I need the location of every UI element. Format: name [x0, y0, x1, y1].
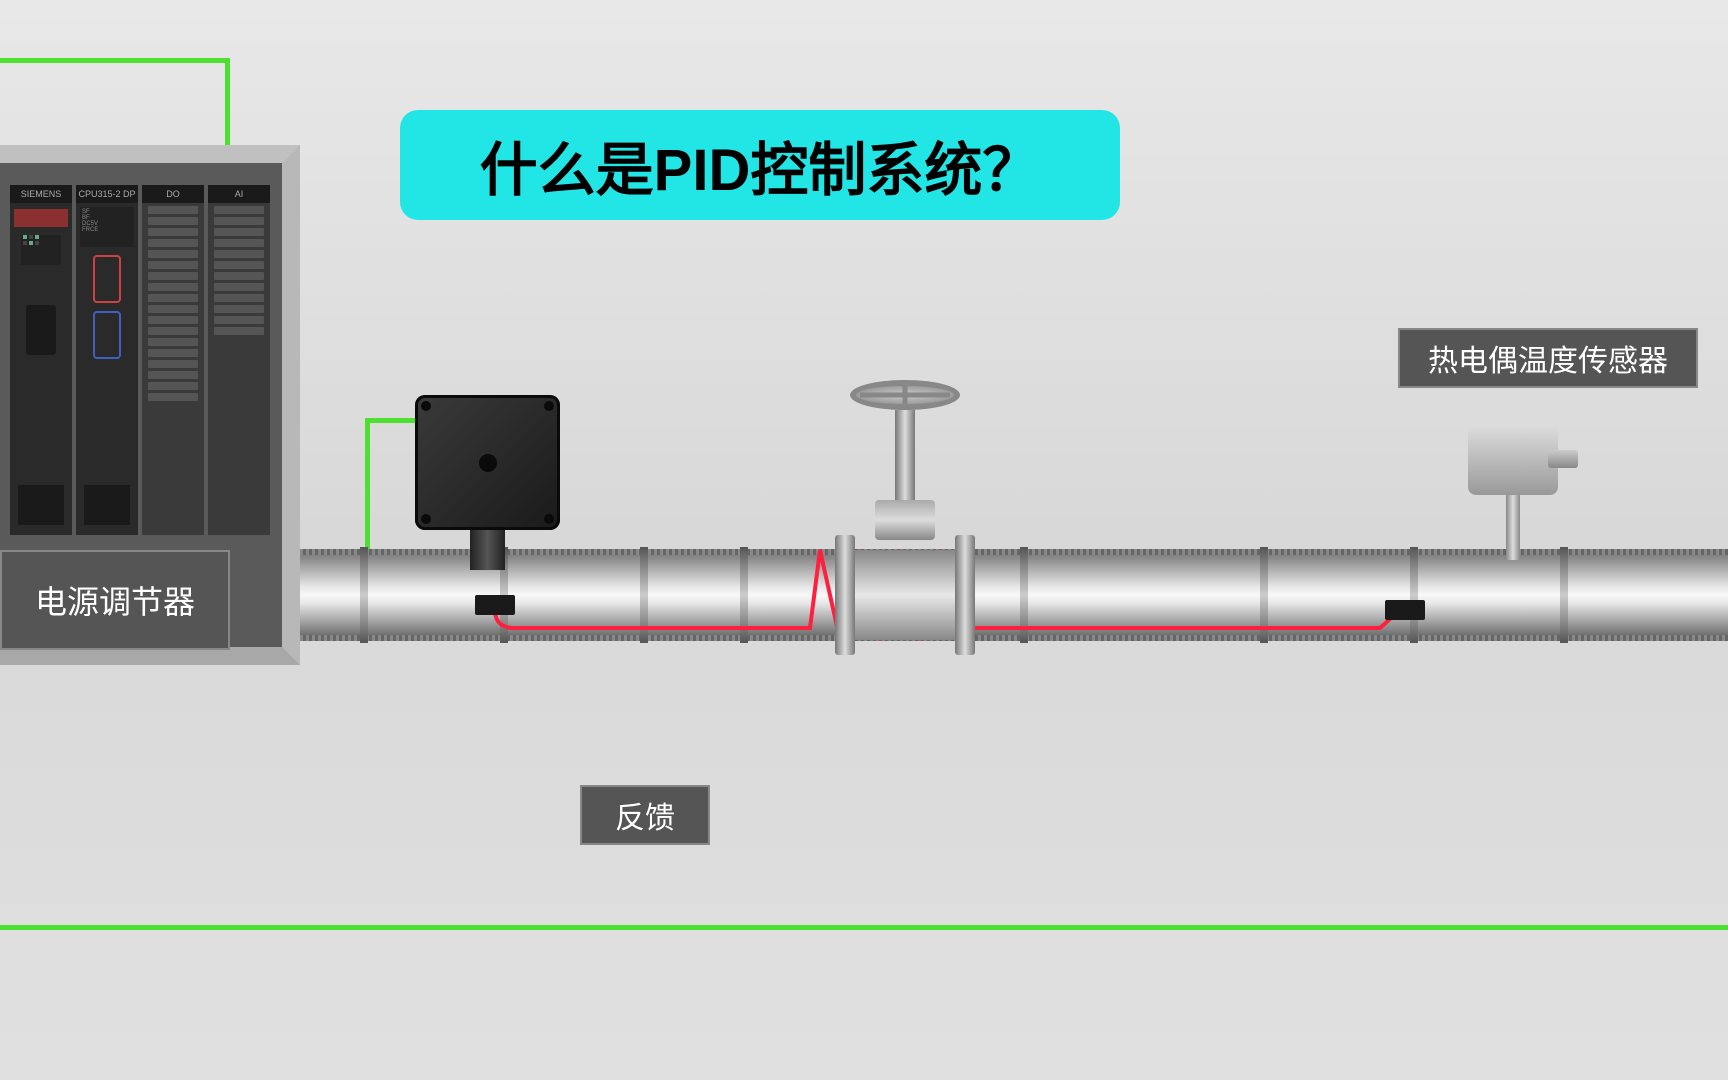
wire-top-horizontal [0, 58, 230, 63]
wire-top-vertical [225, 60, 230, 148]
plc-vent [18, 485, 64, 525]
pipe-joint [1260, 547, 1268, 643]
feedback-text: 反馈 [615, 793, 675, 837]
plc-cpu-module: CPU315-2 DP SFBFDC5VFRCE [76, 185, 138, 535]
plc-port-dp [93, 311, 121, 359]
plc-power-strip [14, 209, 68, 227]
plc-cpu-label: CPU315-2 DP [76, 185, 138, 203]
title-box: 什么是PID控制系统？ [400, 110, 1120, 220]
thermocouple-sensor [1468, 425, 1558, 560]
power-regulator-label: 电源调节器 [0, 550, 230, 650]
feedback-label: 反馈 [580, 785, 710, 845]
plc-power-module: SIEMENS [10, 185, 72, 535]
heat-connector-right [1385, 600, 1425, 620]
plc-switch [26, 305, 56, 355]
title-text: 什么是PID控制系统？ [480, 123, 1041, 207]
sensor-head [1468, 425, 1558, 495]
pipe-joint [360, 547, 368, 643]
plc-cpu-status: SFBFDC5VFRCE [80, 207, 134, 247]
plc-ai-module: AI [208, 185, 270, 535]
plc-ai-label: AI [208, 185, 270, 203]
pipe-joint [640, 547, 648, 643]
valve-bonnet [875, 500, 935, 540]
valve-handwheel [850, 380, 960, 410]
wire-feedback-loop [0, 925, 1728, 930]
sensor-probe [1506, 495, 1520, 560]
plc-do-module: DO [142, 185, 204, 535]
valve-flange-left [835, 535, 855, 655]
regulator-mount [470, 530, 505, 570]
pipe-joint [740, 547, 748, 643]
pipe-joint [1560, 547, 1568, 643]
power-regulator-device [415, 395, 560, 570]
valve-assembly [825, 380, 985, 640]
valve-mid [855, 550, 955, 640]
valve-flange-right [955, 535, 975, 655]
pipe-joint [1020, 547, 1028, 643]
plc-port-mpi [93, 255, 121, 303]
valve-body [835, 550, 975, 640]
plc-brand-label: SIEMENS [10, 185, 72, 203]
plc-vent-2 [84, 485, 130, 525]
valve-stem [895, 410, 915, 500]
heat-connector-left [475, 595, 515, 615]
thermocouple-label: 热电偶温度传感器 [1398, 328, 1698, 388]
thermocouple-text: 热电偶温度传感器 [1428, 336, 1668, 380]
regulator-housing [415, 395, 560, 530]
plc-do-label: DO [142, 185, 204, 203]
plc-led-panel [21, 235, 61, 265]
power-regulator-text: 电源调节器 [35, 577, 195, 623]
pipe-joint [1410, 547, 1418, 643]
